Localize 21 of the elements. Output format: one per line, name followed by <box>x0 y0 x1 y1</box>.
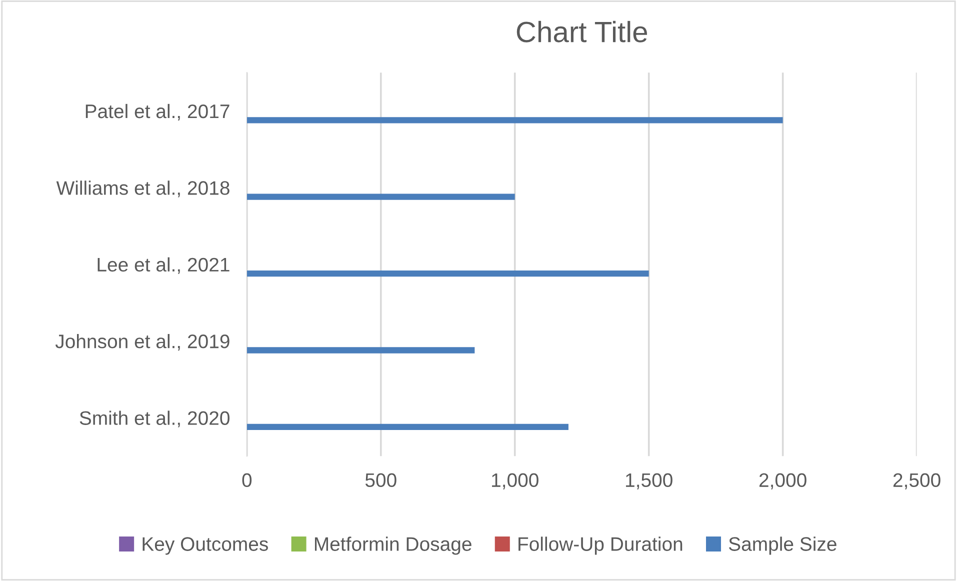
bar <box>246 424 568 430</box>
y-tick-label: Lee et al., 2021 <box>98 257 230 274</box>
x-tick-label: 2,000 <box>759 473 806 490</box>
legend-label: Sample Size <box>728 536 836 555</box>
bar <box>246 347 475 354</box>
legend-label: Follow-Up Duration <box>518 536 682 555</box>
y-tick-label: Patel et al., 2017 <box>86 104 230 121</box>
legend-label: Metformin Dosage <box>314 536 472 555</box>
x-tick-label: 500 <box>365 473 396 488</box>
y-tick-label: Johnson et al., 2019 <box>55 334 230 351</box>
bar <box>246 194 515 200</box>
bar <box>246 270 649 277</box>
x-tick-label: 2,500 <box>893 473 940 490</box>
chart-title: Chart Title <box>516 20 648 42</box>
bar <box>246 117 783 124</box>
x-tick-label: 1,500 <box>626 473 672 490</box>
legend-label: Key Outcomes <box>142 537 268 555</box>
x-tick-label: 0 <box>242 473 252 488</box>
x-tick-label: 1,000 <box>492 473 538 490</box>
y-tick-label: Smith et al., 2020 <box>80 410 230 428</box>
y-tick-label: Williams et al., 2018 <box>56 180 230 198</box>
